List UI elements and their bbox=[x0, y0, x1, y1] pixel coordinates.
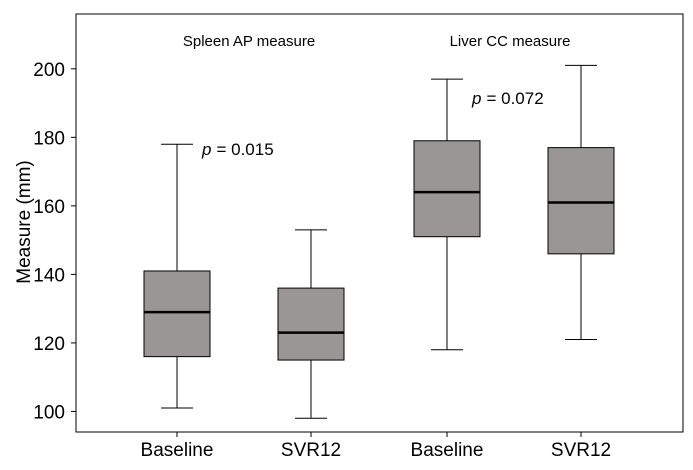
iqr-box bbox=[143, 270, 211, 358]
y-axis-ticks: 100 120 140 160 180 200 bbox=[33, 60, 76, 423]
spleen-p-symbol: p bbox=[201, 140, 211, 159]
spleen-group-title: Spleen AP measure bbox=[183, 33, 315, 50]
box-2 bbox=[277, 229, 345, 419]
x-category-label: Baseline bbox=[141, 440, 214, 461]
boxes-layer bbox=[143, 64, 615, 419]
box-4 bbox=[547, 64, 615, 340]
y-tick-label: 200 bbox=[33, 60, 65, 81]
x-category-label: SVR12 bbox=[551, 440, 611, 461]
x-axis-labels: Baseline SVR12 Baseline SVR12 bbox=[141, 432, 611, 461]
iqr-box bbox=[413, 140, 481, 238]
liver-p-number: = 0.072 bbox=[486, 89, 543, 108]
y-tick-label: 100 bbox=[33, 402, 65, 423]
liver-p-value: p = 0.072 bbox=[471, 89, 544, 108]
box-3 bbox=[413, 78, 481, 351]
box-1 bbox=[143, 143, 211, 409]
y-tick-label: 120 bbox=[33, 334, 65, 355]
y-tick-label: 180 bbox=[33, 128, 65, 149]
liver-p-symbol: p bbox=[471, 89, 481, 108]
iqr-box bbox=[277, 287, 345, 361]
spleen-p-number: = 0.015 bbox=[216, 140, 273, 159]
iqr-box bbox=[547, 147, 615, 255]
y-tick-label: 160 bbox=[33, 197, 65, 218]
liver-group-title: Liver CC measure bbox=[450, 33, 571, 50]
x-category-label: SVR12 bbox=[281, 440, 341, 461]
x-category-label: Baseline bbox=[411, 440, 484, 461]
y-tick-label: 140 bbox=[33, 265, 65, 286]
spleen-p-value: p = 0.015 bbox=[201, 140, 274, 159]
y-axis-label: Measure (mm) bbox=[14, 160, 35, 284]
